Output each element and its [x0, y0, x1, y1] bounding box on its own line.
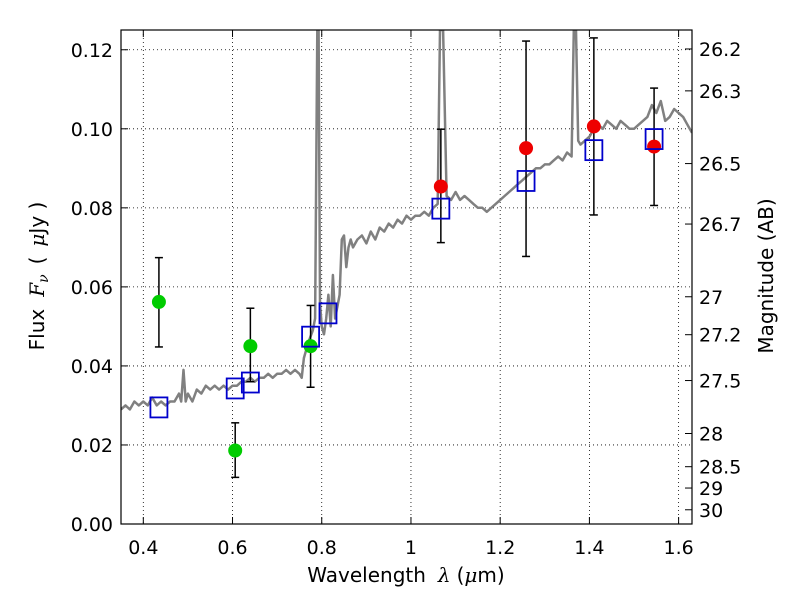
- magnitude-tick-label: 27.5: [699, 371, 741, 393]
- model-flux-square: [584, 139, 604, 162]
- x-tick-label: 1.2: [485, 537, 515, 559]
- flux-point: [228, 443, 243, 458]
- model-flux-square: [240, 371, 260, 394]
- magnitude-tick-label: 26.5: [699, 154, 741, 176]
- data-markers: [149, 37, 664, 479]
- flux-point: [519, 141, 534, 156]
- magnitude-tick-label: 30: [699, 500, 723, 522]
- flux-point: [647, 139, 662, 154]
- x-tick-label: 1.6: [664, 537, 694, 559]
- model-flux-square: [149, 396, 169, 419]
- y-tick-label: 0.06: [71, 277, 113, 299]
- y-axis-label: FluxFν(μJy ): [25, 202, 52, 351]
- model-flux-square: [431, 197, 451, 220]
- flux-point: [243, 339, 258, 354]
- magnitude-tick-label: 26.2: [699, 39, 741, 61]
- flux-point: [151, 294, 166, 309]
- magnitude-tick-label: 29: [699, 478, 723, 500]
- magnitude-tick-label: 27: [699, 287, 723, 309]
- y-tick-label: 0.02: [71, 435, 113, 457]
- x-tick-label: 0.8: [307, 537, 337, 559]
- flux-point: [586, 119, 601, 134]
- magnitude-tick-label: 26.3: [699, 81, 741, 103]
- magnitude-tick-label: 28: [699, 423, 723, 445]
- model-flux-square: [225, 377, 245, 400]
- y-tick-label: 0.12: [71, 40, 113, 62]
- y-tick-label: 0.08: [71, 198, 113, 220]
- x-tick-label: 0.6: [217, 537, 247, 559]
- magnitude-tick-label: 27.2: [699, 325, 741, 347]
- model-flux-square: [318, 302, 338, 325]
- y-tick-label: 0.04: [71, 356, 113, 378]
- x-tick-label: 0.4: [128, 537, 158, 559]
- x-tick-label: 1: [405, 537, 417, 559]
- model-flux-square: [644, 128, 664, 150]
- magnitude-tick-label: 26.7: [699, 214, 741, 236]
- magnitude-tick-label: 28.5: [699, 457, 741, 479]
- y-tick-labels: 0.00 0.02 0.04 0.06 0.08 0.10 0.12: [71, 40, 113, 536]
- y-tick-label: 0.10: [71, 119, 113, 141]
- x-tick-labels: 0.4 0.6 0.8 1 1.2 1.4 1.6: [128, 537, 694, 559]
- magnitude-axis-label: Magnitude (AB): [754, 198, 778, 353]
- model-flux-square: [516, 170, 536, 192]
- axis-ticks: [121, 30, 692, 525]
- plot-frame: [120, 29, 693, 525]
- y-tick-label: 0.00: [71, 514, 113, 536]
- x-tick-label: 1.4: [574, 537, 604, 559]
- x-axis-label: Wavelength λ (μm): [307, 563, 504, 587]
- model-flux-square: [301, 325, 320, 348]
- flux-point: [433, 179, 448, 194]
